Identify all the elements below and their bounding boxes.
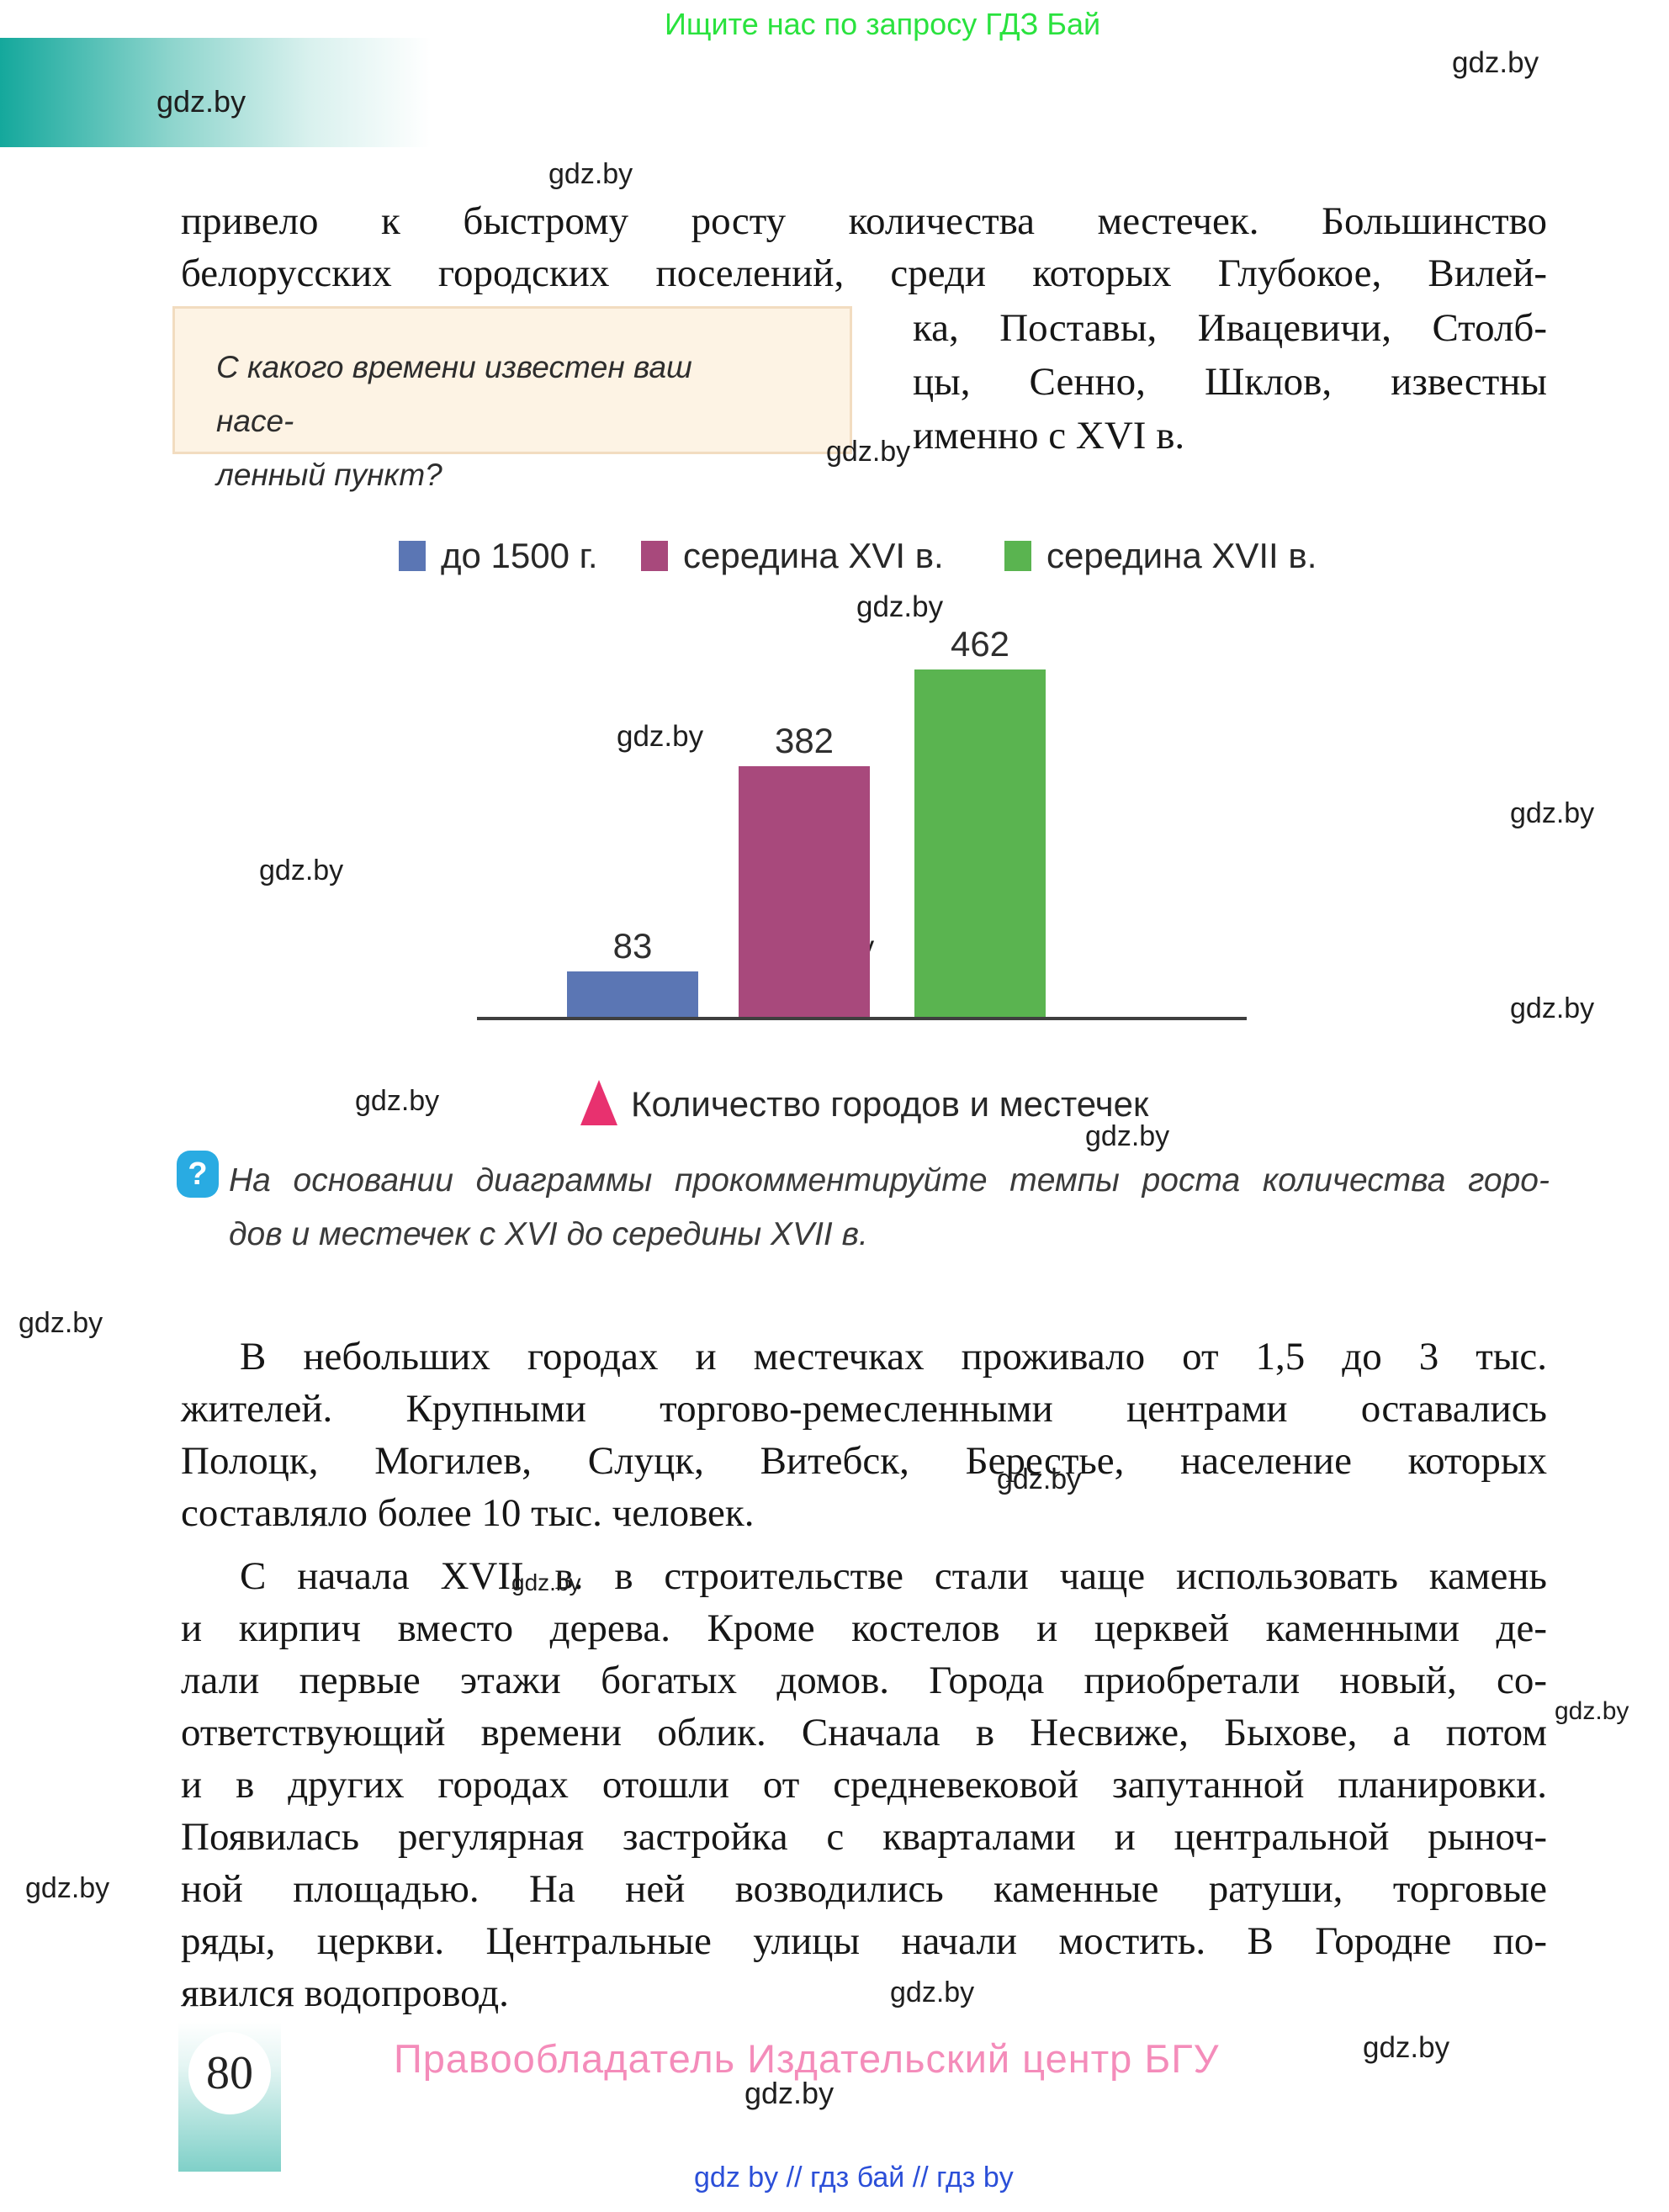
text-line: именно с XVI в. <box>913 414 1185 458</box>
text-line: Появилась регулярная застройка с квартал… <box>181 1815 1547 1859</box>
text-line: белорусских городских поселений, среди к… <box>181 251 1547 295</box>
gdzby-watermark: gdz.by <box>1510 992 1595 1024</box>
legend-swatch-icon <box>1004 541 1031 571</box>
footer-links[interactable]: gdz by // гдз бай // гдз by <box>694 2162 1014 2193</box>
legend-item: до 1500 г. <box>399 536 598 575</box>
text-line: жителей. Крупными торгово-ремесленными ц… <box>181 1387 1547 1431</box>
callout-question: С какого времени известен ваш насе-ленны… <box>216 341 778 502</box>
paragraph-1-continued: ка, Поставы, Ивацевичи, Столб-цы, Сенно,… <box>913 301 1547 463</box>
gdzby-watermark: gdz.by <box>1452 46 1539 79</box>
text-line: привело к быстрому росту количества мест… <box>181 199 1547 243</box>
triangle-marker-icon <box>580 1080 617 1125</box>
question-icon: ? <box>177 1151 219 1198</box>
text-line: Полоцк, Могилев, Слуцк, Витебск, Бересть… <box>181 1439 1547 1483</box>
text-line: дов и местечек с XVI до середины XVII в. <box>229 1216 868 1252</box>
gdzby-watermark: gdz.by <box>156 84 246 119</box>
text-line: лали первые этажи богатых домов. Города … <box>181 1659 1547 1702</box>
question-text: На основании диаграммы прокомментируйте … <box>229 1154 1550 1262</box>
page-number: 80 <box>206 2047 253 2099</box>
legend-label: середина XVII в. <box>1046 536 1317 575</box>
legend-label: середина XVI в. <box>683 536 944 575</box>
text-line: явился водопровод. <box>181 1971 509 2015</box>
gdzby-watermark: gdz.by <box>511 1569 581 1595</box>
text-line: ответствующий времени облик. Сначала в Н… <box>181 1711 1547 1754</box>
gdzby-watermark: gdz.by <box>1363 2031 1450 2064</box>
x-axis-line <box>477 1017 1247 1020</box>
page-number-badge: 80 <box>188 2032 271 2114</box>
gdzby-watermark: gdz.by <box>259 855 344 886</box>
gdzby-watermark: gdz.by <box>1085 1120 1170 1152</box>
bar-value-label: 83 <box>612 926 653 966</box>
text-line: составляло более 10 тыс. человек. <box>181 1491 755 1535</box>
bar-value-label: 462 <box>950 624 1010 664</box>
gdzby-watermark: gdz.by <box>1555 1697 1629 1725</box>
paragraph-1: привело к быстрому росту количества мест… <box>181 195 1547 299</box>
paragraph-2: В небольших городах и местечках проживал… <box>181 1331 1547 1539</box>
text-line: и кирпич вместо дерева. Кроме костелов и… <box>181 1606 1547 1650</box>
legend-swatch-icon <box>641 541 668 571</box>
bar-середина XVI в. <box>739 766 870 1017</box>
gdzby-watermark: gdz.by <box>19 1307 103 1339</box>
text-line: ряды, церкви. Центральные улицы начали м… <box>181 1919 1547 1963</box>
text-line: и в других городах отошли от средневеков… <box>181 1763 1547 1807</box>
gdzby-watermark: gdz.by <box>826 436 911 468</box>
top-gradient-banner <box>0 38 431 147</box>
bar-до 1500 г. <box>567 971 698 1017</box>
bar-value-label: 382 <box>774 721 834 760</box>
gdzby-watermark: gdz.by <box>617 720 704 753</box>
text-line: ленный пункт? <box>216 458 442 492</box>
text-line: ка, Поставы, Ивацевичи, Столб- <box>913 306 1547 350</box>
legend-item: середина XVII в. <box>1004 536 1317 575</box>
chart-caption: Количество городов и местечек <box>580 1080 1148 1125</box>
legend-swatch-icon <box>399 541 426 571</box>
page-number-box: 80 <box>178 2022 281 2172</box>
copyright-text: Правообладатель Издательский центр БГУ <box>394 2036 1220 2081</box>
chart-caption-text: Количество городов и местечек <box>631 1084 1149 1124</box>
gdzby-watermark: gdz.by <box>355 1085 440 1117</box>
legend-label: до 1500 г. <box>441 536 598 575</box>
text-line: цы, Сенно, Шклов, известны <box>913 360 1547 404</box>
text-line: В небольших городах и местечках проживал… <box>240 1335 1547 1379</box>
text-line: ной площадью. На ней возводились каменны… <box>181 1867 1547 1911</box>
question-mark-glyph: ? <box>188 1156 208 1192</box>
gdzby-watermark: gdz.by <box>744 2076 834 2110</box>
callout-box: С какого времени известен ваш насе-ленны… <box>172 306 852 492</box>
legend-item: середина XVI в. <box>641 536 944 575</box>
bar-середина XVII в. <box>914 669 1046 1017</box>
gdzby-watermark: gdz.by <box>997 1463 1082 1495</box>
gdzby-watermark: gdz.by <box>548 158 633 190</box>
gdzby-watermark: gdz.by <box>856 590 944 623</box>
promo-banner-text: Ищите нас по запросу ГДЗ Бай <box>665 7 1101 41</box>
gdzby-watermark: gdz.by <box>1510 797 1595 829</box>
gdzby-watermark: gdz.by <box>25 1872 110 1904</box>
paragraph-3: С начала XVII в. в строительстве стали ч… <box>181 1550 1547 2019</box>
text-line: С какого времени известен ваш насе- <box>216 350 692 438</box>
text-line: На основании диаграммы прокомментируйте … <box>229 1162 1550 1199</box>
text-line: С начала XVII в. в строительстве стали ч… <box>240 1554 1547 1598</box>
gdzby-watermark: gdz.by <box>890 1977 975 2008</box>
